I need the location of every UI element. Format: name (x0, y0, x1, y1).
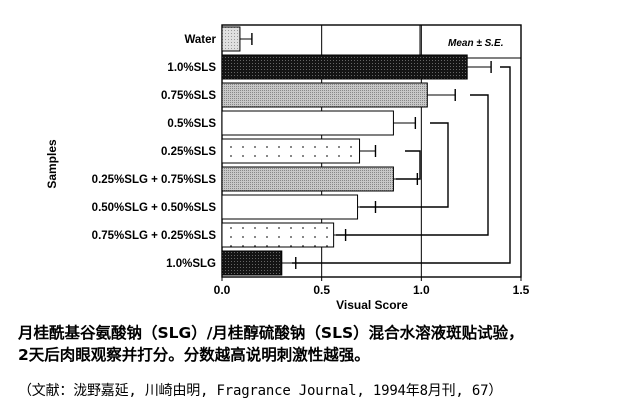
category-label: 1.0%SLG (166, 258, 216, 270)
category-label: 0.25%SLS (161, 146, 216, 158)
x-tick-label: 1.0 (413, 283, 430, 297)
bar (221, 26, 241, 52)
category-label: 0.75%SLG + 0.25%SLS (92, 230, 217, 242)
x-axis-label: Visual Score (336, 298, 408, 312)
bar (221, 138, 361, 164)
caption-line-1: 月桂酰基谷氨酸钠（SLG）/月桂醇硫酸钠（SLS）混合水溶液斑贴试验， (18, 324, 524, 342)
plot-area: 0.0 0.5 1.0 1.5 Water 1.0%SLS 0.75%SLS 0.5%SLS 0… (92, 24, 530, 297)
category-label: 0.25%SLG + 0.75%SLS (92, 174, 217, 186)
category-label: 0.50%SLG + 0.50%SLS (92, 202, 217, 214)
y-axis-label: Samples (45, 139, 59, 189)
comparison-bracket (292, 66, 511, 264)
bar (221, 82, 428, 108)
bar (221, 166, 394, 192)
bar (221, 222, 335, 248)
bar (221, 194, 359, 220)
bar-chart: 0.0 0.5 1.0 1.5 Water 1.0%SLS 0.75%SLS 0.5%SLS 0… (45, 24, 530, 312)
caption-source: （文献：泷野嘉延, 川崎由明, Fragrance Journal, 1994年… (18, 383, 503, 399)
category-label: Water (184, 34, 216, 46)
x-tick-label: 0.5 (313, 283, 330, 297)
bar (221, 250, 283, 276)
category-label: 0.5%SLS (167, 118, 216, 130)
comparison-bracket (336, 94, 489, 236)
comparison-bracket (360, 122, 449, 208)
caption-line-2: 2天后肉眼观察并打分。分数越高说明刺激性越强。 (18, 346, 370, 364)
x-tick-label: 0.0 (214, 283, 231, 297)
category-label: 0.75%SLS (161, 90, 216, 102)
bar (221, 54, 468, 80)
bar (221, 110, 394, 136)
x-tick-label: 1.5 (513, 283, 530, 297)
category-label: 1.0%SLS (167, 62, 216, 74)
legend-label: Mean ± S.E. (448, 38, 504, 49)
comparison-bracket (396, 150, 421, 180)
